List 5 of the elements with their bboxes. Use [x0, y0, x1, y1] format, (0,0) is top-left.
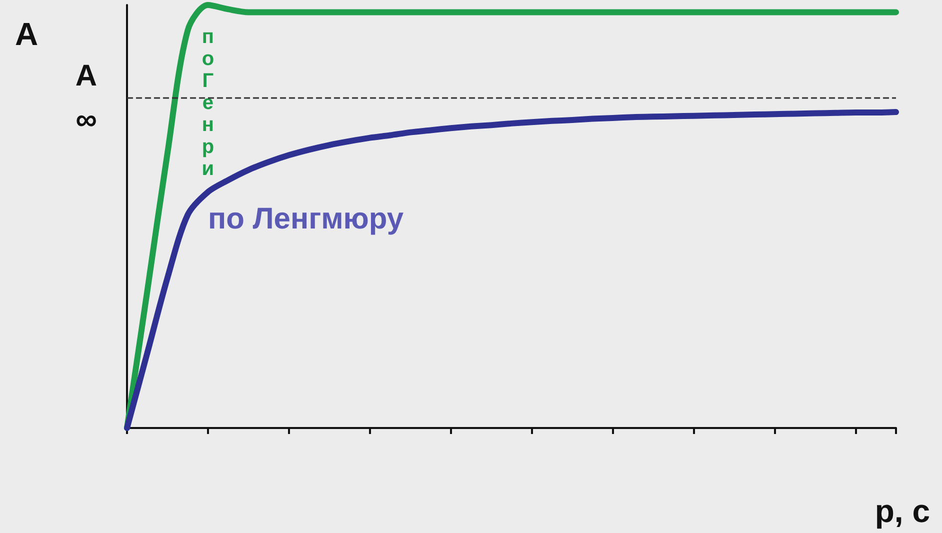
y-axis-title: A [15, 16, 38, 52]
x-axis-title: p, c [874, 493, 930, 529]
series-label: по Ленгмюру [208, 202, 404, 236]
series-label: по Генри [202, 26, 214, 180]
ref-line-label: A∞ [75, 60, 97, 137]
